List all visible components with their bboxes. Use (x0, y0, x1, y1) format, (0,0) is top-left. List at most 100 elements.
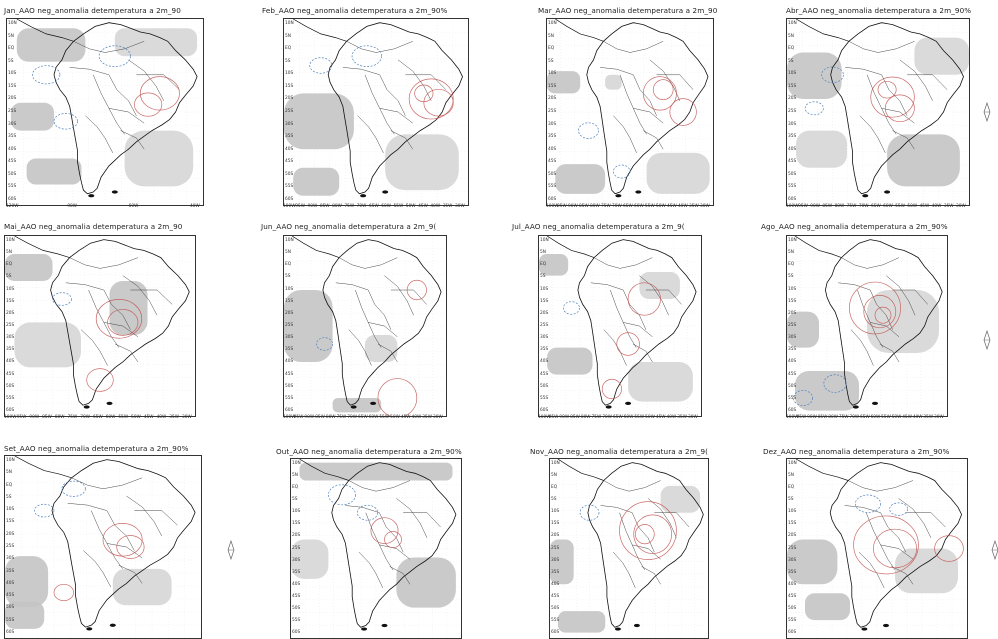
country-border (65, 282, 131, 330)
latitude-tick-label: 10S (540, 286, 549, 292)
latitude-tick-label: 50S (788, 171, 797, 177)
longitude-tick-label: 40W (912, 415, 923, 420)
map-frame (549, 458, 709, 639)
negative-anomaly-contour (52, 292, 72, 306)
latitude-tick-label: 25S (788, 323, 797, 328)
significance-shading (867, 290, 939, 353)
significance-shading (284, 290, 333, 362)
latitude-tick-label: 20S (8, 96, 17, 102)
latitude-tick-label: 25S (285, 109, 294, 114)
country-border (858, 551, 885, 589)
latitude-tick-label: 20S (292, 533, 301, 539)
significance-shading (660, 485, 701, 513)
longitude-tick-label: 40W (411, 415, 422, 420)
latitude-tick-label: 5N (788, 473, 794, 479)
country-border (348, 329, 372, 366)
latitude-tick-label: 60S (788, 630, 797, 635)
latitude-tick-label: 45S (540, 371, 549, 377)
latitude-tick-label: 40S (285, 359, 294, 365)
significance-shading (550, 539, 574, 585)
latitude-tick-label: 30S (788, 557, 797, 563)
latitude-tick-label: 10N (788, 21, 797, 26)
positive-anomaly-contour (873, 528, 917, 569)
latitude-tick-label: 30S (540, 335, 549, 341)
latitude-tick-label: 60S (788, 197, 797, 202)
country-border (130, 289, 173, 305)
latitude-tick-label: 50S (285, 383, 294, 389)
latitude-tick-label: EQ (540, 262, 547, 268)
country-border (590, 282, 647, 330)
latitude-tick-label: 5S (540, 274, 546, 280)
positive-anomaly-contour (877, 80, 897, 99)
longitude-tick-label: 75W (344, 204, 355, 209)
positive-anomaly-contour (107, 309, 139, 336)
latitude-tick-label: 60S (6, 408, 15, 413)
significance-shading (539, 254, 569, 276)
latitude-tick-label: 20S (285, 96, 294, 102)
significance-shading (805, 593, 850, 621)
longitude-tick-label: 85W (579, 204, 589, 209)
positive-anomaly-contour (406, 279, 427, 301)
country-border (645, 289, 682, 305)
latitude-tick-label: 10N (285, 238, 294, 243)
latitude-tick-label: 40S (551, 581, 560, 587)
country-border (342, 67, 406, 116)
country-border (67, 503, 135, 551)
latitude-tick-label: 10S (285, 71, 294, 77)
latitude-tick-label: 10N (285, 21, 294, 26)
country-border (358, 551, 384, 588)
latitude-tick-label: 40S (788, 359, 797, 365)
longitude-tick-label: 50W (645, 415, 655, 420)
latitude-tick-label: 15S (6, 519, 15, 525)
latitude-tick-label: 55S (292, 617, 301, 623)
country-border (136, 74, 180, 90)
significance-shading (605, 74, 622, 90)
latitude-tick-label: 55S (788, 617, 797, 623)
positive-anomaly-contour (627, 282, 661, 316)
latitude-tick-label: 40S (8, 146, 17, 152)
latitude-tick-label: 20S (551, 533, 560, 539)
latitude-tick-label: 5S (285, 58, 291, 64)
longitude-tick-label: 90W (29, 415, 40, 420)
latitude-tick-label: 60S (6, 630, 15, 635)
negative-anomaly-contour (34, 503, 55, 518)
country-border (593, 257, 653, 269)
latitude-tick-label: 35S (540, 347, 549, 353)
longitude-tick-label: 90W (304, 415, 315, 420)
longitude-tick-label: 35W (677, 415, 687, 420)
latitude-tick-label: 45S (548, 159, 557, 165)
positive-anomaly-contour (601, 378, 622, 400)
country-border (879, 343, 900, 363)
country-border (603, 480, 661, 492)
latitude-tick-label: 35S (551, 569, 560, 575)
significance-shading (787, 539, 838, 585)
positive-anomaly-contour (619, 501, 677, 560)
longitude-tick-label: 55W (118, 415, 129, 420)
negative-anomaly-contour (98, 45, 131, 67)
longitude-tick-label: 60W (368, 415, 379, 420)
negative-anomaly-contour (579, 504, 600, 521)
longitude-tick-label: 60W (623, 415, 634, 420)
positive-anomaly-contour (652, 79, 674, 101)
longitude-tick-label: 40W (156, 415, 167, 420)
longitude-tick-label: 65W (369, 204, 379, 209)
latitude-tick-label: 5S (8, 58, 14, 64)
longitude-tick-label: 85W (315, 415, 325, 420)
latitude-tick-label: EQ (6, 482, 13, 488)
panel-title: Mai_AAO neg_anomalia detemperatura a 2m_… (4, 222, 183, 231)
significance-shading (787, 52, 842, 99)
significance-shading (796, 130, 848, 168)
island (883, 623, 889, 628)
anomaly-map (787, 236, 947, 416)
longitude-tick-label: 60W (870, 415, 881, 420)
island (633, 623, 640, 628)
latitude-tick-label: 40S (540, 359, 549, 365)
longitude-tick-label: 90W (67, 204, 78, 209)
island (382, 190, 389, 194)
latitude-tick-label: 55S (788, 395, 797, 401)
longitude-tick-label: 30W (182, 415, 192, 420)
longitude-tick-label: 90W (559, 415, 570, 420)
latitude-tick-label: 10N (788, 238, 797, 243)
significance-shading (5, 254, 53, 281)
longitude-tick-label: 85W (822, 204, 833, 209)
